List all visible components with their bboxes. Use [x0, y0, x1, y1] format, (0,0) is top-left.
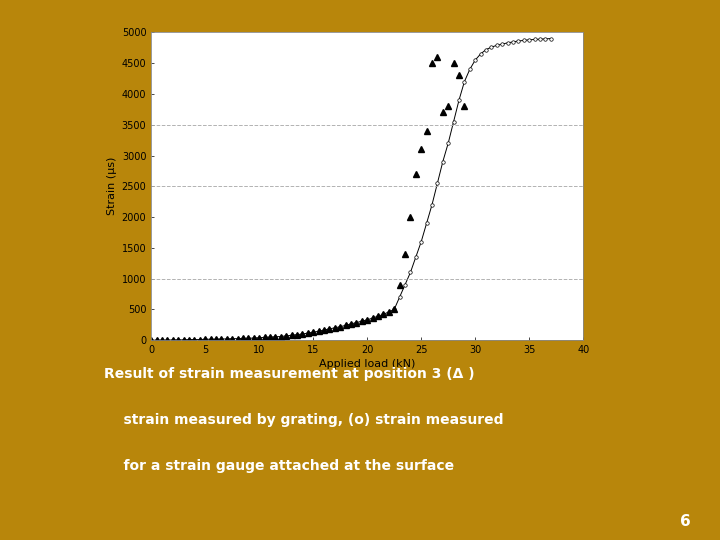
- Text: 6: 6: [680, 514, 691, 529]
- Text: Result of strain measurement at position 3 (Δ ): Result of strain measurement at position…: [104, 367, 475, 381]
- Text: for a strain gauge attached at the surface: for a strain gauge attached at the surfa…: [104, 459, 454, 473]
- Y-axis label: Strain (μs): Strain (μs): [107, 157, 117, 215]
- Text: strain measured by grating, (o) strain measured: strain measured by grating, (o) strain m…: [104, 413, 504, 427]
- X-axis label: Applied load (kN): Applied load (kN): [319, 359, 415, 369]
